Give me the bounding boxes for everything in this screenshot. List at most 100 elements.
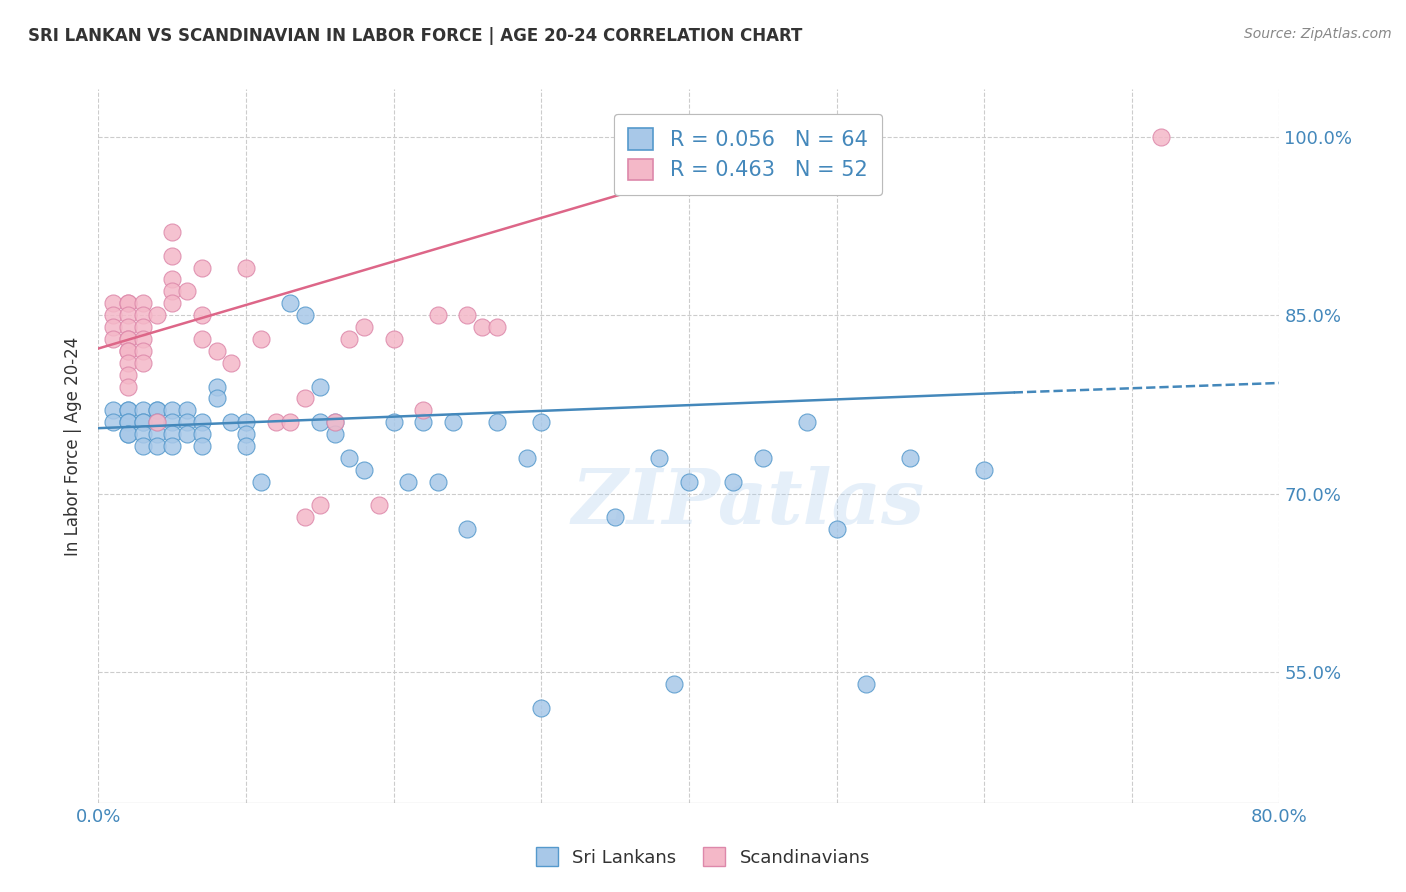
Point xyxy=(162,272,183,286)
Point xyxy=(162,415,183,429)
Point xyxy=(427,475,450,489)
Point xyxy=(117,332,139,346)
Point xyxy=(146,439,169,453)
Point xyxy=(162,296,183,310)
Point xyxy=(162,249,183,263)
Point xyxy=(250,332,273,346)
Point xyxy=(294,308,316,322)
Point xyxy=(103,332,125,346)
Point xyxy=(309,379,332,393)
Point xyxy=(176,427,198,442)
Point xyxy=(132,320,155,334)
Point xyxy=(132,403,155,417)
Point xyxy=(117,415,139,429)
Point xyxy=(515,450,537,465)
Point xyxy=(323,415,346,429)
Point xyxy=(176,403,198,417)
Point xyxy=(132,296,155,310)
Point xyxy=(176,415,198,429)
Point xyxy=(353,463,375,477)
Point xyxy=(278,415,302,429)
Point xyxy=(117,296,139,310)
Point xyxy=(117,415,139,429)
Point xyxy=(530,415,553,429)
Point xyxy=(412,403,434,417)
Point xyxy=(191,427,214,442)
Point xyxy=(205,392,228,406)
Point xyxy=(486,320,509,334)
Point xyxy=(235,260,257,275)
Point xyxy=(162,285,183,299)
Point xyxy=(751,450,773,465)
Point xyxy=(323,415,346,429)
Point xyxy=(323,427,346,442)
Point xyxy=(117,343,139,358)
Point xyxy=(117,320,139,334)
Y-axis label: In Labor Force | Age 20-24: In Labor Force | Age 20-24 xyxy=(65,336,83,556)
Point xyxy=(1150,129,1173,144)
Point xyxy=(132,439,155,453)
Point xyxy=(250,475,273,489)
Point xyxy=(132,427,155,442)
Point xyxy=(605,510,627,524)
Point xyxy=(103,403,125,417)
Point xyxy=(162,225,183,239)
Point xyxy=(132,415,155,429)
Point xyxy=(456,522,478,536)
Legend: R = 0.056   N = 64, R = 0.463   N = 52: R = 0.056 N = 64, R = 0.463 N = 52 xyxy=(613,114,883,194)
Point xyxy=(723,475,745,489)
Point xyxy=(117,379,139,393)
Point xyxy=(132,343,155,358)
Point xyxy=(382,332,405,346)
Point xyxy=(103,320,125,334)
Point xyxy=(162,439,183,453)
Point xyxy=(117,356,139,370)
Point xyxy=(191,260,214,275)
Point xyxy=(117,427,139,442)
Point xyxy=(117,427,139,442)
Point xyxy=(176,285,198,299)
Point xyxy=(486,415,509,429)
Point xyxy=(132,308,155,322)
Point xyxy=(294,392,316,406)
Point xyxy=(191,415,214,429)
Point xyxy=(678,475,700,489)
Point xyxy=(412,415,434,429)
Point xyxy=(309,499,332,513)
Point xyxy=(530,700,553,714)
Point xyxy=(973,463,995,477)
Point xyxy=(396,475,419,489)
Point xyxy=(900,450,922,465)
Point xyxy=(117,403,139,417)
Point xyxy=(368,499,391,513)
Point xyxy=(132,415,155,429)
Point xyxy=(103,415,125,429)
Point xyxy=(427,308,450,322)
Point xyxy=(235,427,257,442)
Point xyxy=(219,356,242,370)
Point xyxy=(309,415,332,429)
Point xyxy=(235,415,257,429)
Point xyxy=(825,522,848,536)
Point xyxy=(162,427,183,442)
Point xyxy=(117,403,139,417)
Text: Source: ZipAtlas.com: Source: ZipAtlas.com xyxy=(1244,27,1392,41)
Point xyxy=(796,415,818,429)
Point xyxy=(648,450,671,465)
Point xyxy=(339,332,360,346)
Point xyxy=(146,415,169,429)
Point xyxy=(205,379,228,393)
Point xyxy=(117,296,139,310)
Point xyxy=(278,296,302,310)
Point xyxy=(146,427,169,442)
Point xyxy=(191,439,214,453)
Point xyxy=(471,320,494,334)
Point xyxy=(191,308,214,322)
Point xyxy=(117,308,139,322)
Point xyxy=(264,415,287,429)
Point xyxy=(117,343,139,358)
Point xyxy=(382,415,405,429)
Point xyxy=(441,415,464,429)
Point xyxy=(132,332,155,346)
Legend: Sri Lankans, Scandinavians: Sri Lankans, Scandinavians xyxy=(529,840,877,874)
